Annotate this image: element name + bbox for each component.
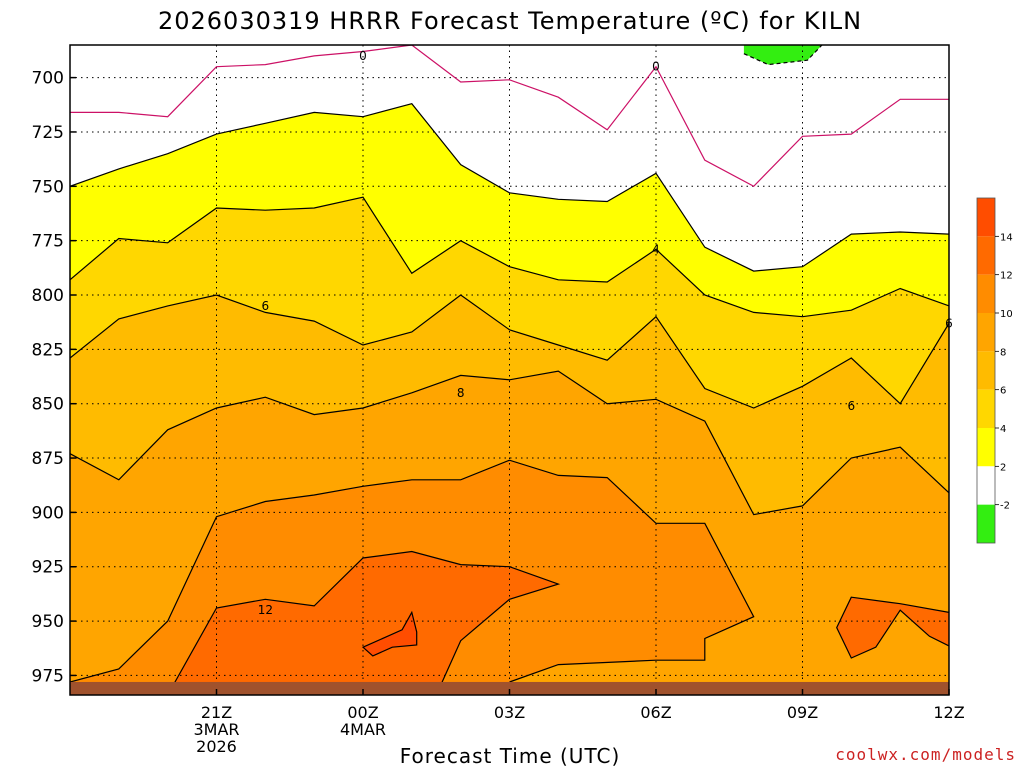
contour-line-7 xyxy=(836,596,949,659)
y-tick-label: 750 xyxy=(32,177,64,197)
color-legend: -2 2 4 6 8 10 12 14 xyxy=(976,197,1013,544)
x-tick-label: 00Z xyxy=(347,703,378,722)
legend-label: 6 xyxy=(1000,386,1006,397)
ground-surface xyxy=(70,681,949,695)
legend-label: 12 xyxy=(1000,271,1013,282)
legend-label: 2 xyxy=(1000,462,1006,473)
contour-label: 12 xyxy=(258,603,273,617)
y-tick-label: 850 xyxy=(32,395,64,415)
x-axis-label: Forecast Time (UTC) xyxy=(400,744,621,768)
x-tick-label: 12Z xyxy=(933,703,964,722)
contour-line-1 xyxy=(70,103,949,272)
x-tick-label: 4MAR xyxy=(340,720,386,739)
contour-label: 8 xyxy=(457,386,465,400)
x-tick-label: 06Z xyxy=(640,703,671,722)
contour-label: 0 xyxy=(652,60,660,74)
contour-line-5 xyxy=(70,459,755,683)
legend-swatch xyxy=(977,389,995,428)
legend-swatch xyxy=(977,274,995,313)
y-tick-label: 950 xyxy=(32,612,64,632)
contour-label: 4 xyxy=(652,242,660,256)
legend-swatch xyxy=(977,351,995,390)
y-tick-label: 725 xyxy=(32,123,64,143)
temperature-bands xyxy=(70,45,949,695)
x-tick-label: 03Z xyxy=(494,703,525,722)
y-tick-label: 775 xyxy=(32,232,64,252)
y-tick-label: 700 xyxy=(32,69,64,89)
contour-line-8 xyxy=(361,610,418,657)
legend-swatch xyxy=(977,198,995,237)
contour-line-4 xyxy=(70,370,949,516)
contour-line-6 xyxy=(167,550,561,695)
legend-swatch xyxy=(977,504,995,543)
y-tick-label: 825 xyxy=(32,340,64,360)
x-tick-label: 21Z xyxy=(201,703,232,722)
legend-frame xyxy=(976,197,996,544)
legend-label: 4 xyxy=(1000,424,1006,435)
chart-title: 2026030319 HRRR Forecast Temperature (ºC… xyxy=(158,7,862,35)
x-tick-label: 09Z xyxy=(787,703,818,722)
y-tick-label: 925 xyxy=(32,558,64,578)
legend-swatch xyxy=(977,236,995,275)
surface-strip xyxy=(70,681,949,695)
y-tick-label: 875 xyxy=(32,449,64,469)
legend-label: 8 xyxy=(1000,347,1006,358)
credit-text: coolwx.com/models xyxy=(835,745,1016,764)
contour-label: 0 xyxy=(359,49,367,63)
contour-line-3 xyxy=(70,294,949,409)
contour-line-2 xyxy=(70,196,949,318)
contour-label: 6 xyxy=(848,399,856,413)
legend-swatch xyxy=(977,466,995,505)
contour-lines xyxy=(70,45,949,695)
legend-label: 10 xyxy=(1000,309,1013,320)
y-axis: 700 725 750 775 800 825 850 875 900 925 950 975 xyxy=(32,69,76,686)
temperature-band-7 xyxy=(836,597,949,658)
legend-swatch xyxy=(977,428,995,467)
contour-line-0 xyxy=(70,45,949,188)
legend-label: -2 xyxy=(1000,501,1010,512)
grid-lines xyxy=(70,45,949,695)
y-tick-label: 800 xyxy=(32,286,64,306)
y-tick-label: 975 xyxy=(32,666,64,686)
legend-swatch xyxy=(977,313,995,352)
legend-label: 14 xyxy=(1000,232,1013,243)
x-tick-label: 2026 xyxy=(196,737,237,756)
x-tick-label: 3MAR xyxy=(193,720,239,739)
contour-label: 6 xyxy=(262,299,270,313)
y-tick-label: 900 xyxy=(32,503,64,523)
temperature-band-8 xyxy=(363,612,417,656)
temperature-band-9 xyxy=(743,45,822,65)
